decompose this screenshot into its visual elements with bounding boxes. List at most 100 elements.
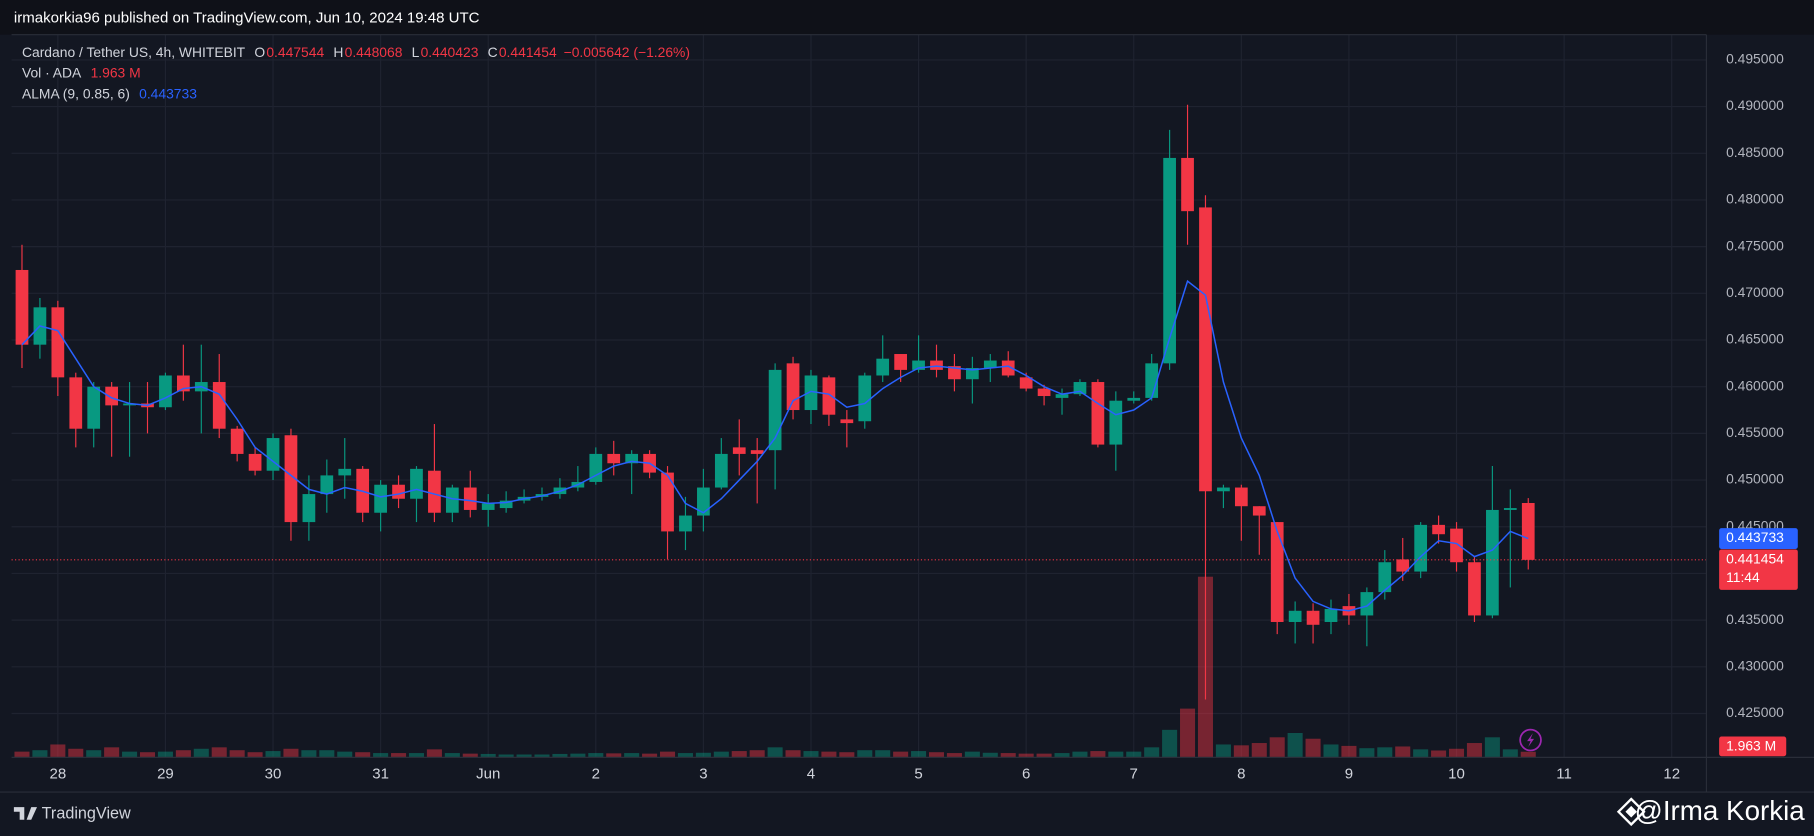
volume-bar (175, 750, 191, 758)
candle-body (1109, 400, 1123, 445)
legend-item: ALMA (9, 0.85, 6) (22, 85, 130, 101)
volume-bar (462, 753, 478, 758)
candle-body (1414, 524, 1428, 572)
candle-body (1378, 562, 1392, 593)
volume-bar (606, 753, 622, 758)
x-tick-label: 11 (1556, 766, 1572, 783)
volume-bar (839, 752, 855, 758)
volume-bar (803, 751, 819, 758)
legend-item: H (333, 44, 343, 60)
candle-body (697, 487, 710, 516)
y-tick-label: 0.425000 (1726, 704, 1784, 720)
volume-bar (713, 751, 729, 758)
candle-body (894, 354, 907, 370)
candle-body (15, 269, 29, 345)
plot-layer (11, 104, 1707, 700)
candle-body (750, 450, 764, 454)
candle-body (51, 307, 65, 378)
candle-body (1468, 562, 1481, 616)
volume-bar (157, 751, 173, 758)
volume-bar (964, 751, 980, 758)
y-tick-label: 0.460000 (1726, 377, 1784, 393)
volume-bar (247, 752, 263, 758)
volume-bar (301, 750, 317, 758)
volume-bar (355, 752, 371, 758)
y-tick-label: 0.430000 (1726, 657, 1784, 673)
volume-bar (319, 750, 335, 758)
volume-bar (1431, 750, 1447, 758)
volume-bar (1054, 753, 1070, 758)
volume-bar (391, 753, 407, 758)
volume-bar (749, 750, 765, 758)
candle-body (1252, 506, 1266, 516)
candle-body (1288, 610, 1302, 622)
x-tick-label: 28 (49, 766, 66, 783)
candle-body (786, 363, 800, 411)
volume-bar (928, 752, 945, 758)
volume-bar (498, 754, 514, 758)
candle-body (338, 468, 352, 476)
volume-bar (444, 753, 460, 758)
candle-body (212, 382, 226, 429)
candle-body (1019, 377, 1033, 389)
volume-bar (1251, 743, 1267, 758)
volume-bar (139, 752, 156, 758)
volume-bar (14, 751, 30, 758)
candle-body (714, 453, 728, 488)
candle-body (1001, 360, 1015, 376)
candle-body (930, 360, 943, 370)
volume-bar (1502, 749, 1518, 758)
legend-item: Vol · ADA (22, 65, 82, 81)
alma-line (21, 279, 1529, 612)
volume-bar (1090, 751, 1106, 758)
legend-item: −0.005642 (−1.26%) (564, 44, 690, 60)
volume-bar (534, 754, 550, 758)
legend-item: 0.440423 (421, 44, 479, 60)
brand-logo (13, 807, 38, 820)
legend-item: O (254, 44, 265, 60)
legend-item: 0.443733 (139, 85, 197, 101)
volume-bar (122, 751, 138, 758)
volume-axis-label: 1.963 M (1726, 738, 1776, 754)
candle-body (858, 375, 872, 422)
x-tick-label: 29 (157, 766, 174, 783)
candle-body (1450, 528, 1463, 563)
x-tick-label: 7 (1130, 766, 1138, 783)
candle-body (284, 435, 298, 523)
candle-body (822, 377, 836, 415)
candle-body (445, 487, 459, 513)
candle-body (1181, 157, 1194, 212)
volume-bar (480, 753, 496, 758)
volume-bar (104, 747, 120, 758)
volume-bar (695, 752, 711, 758)
y-tick-label: 0.435000 (1726, 611, 1784, 627)
candle-body (1306, 610, 1320, 625)
volume-bar (1018, 753, 1034, 758)
candle-body (499, 500, 513, 509)
alma-price-box (1719, 528, 1798, 549)
volume-bar (1341, 745, 1357, 758)
candle-body (679, 515, 692, 532)
x-tick-label: 3 (699, 766, 707, 783)
volume-bar (1000, 753, 1016, 758)
candle-body (87, 386, 101, 429)
volume-bar (1269, 737, 1285, 758)
header-bar (0, 0, 1814, 35)
volume-bar (642, 753, 658, 758)
x-tick-label: 10 (1448, 766, 1465, 783)
volume-box (1719, 736, 1787, 757)
candle-body (1199, 207, 1212, 492)
candle-body (966, 368, 979, 380)
candle-body (1127, 397, 1141, 401)
volume-bar (1413, 749, 1429, 758)
volume-bar (1215, 744, 1231, 758)
alert-icon[interactable] (1519, 728, 1542, 752)
volume-bar (1395, 746, 1411, 758)
grid (11, 34, 1707, 758)
candle-body (661, 472, 674, 532)
candle-body (1503, 508, 1517, 510)
candle-body (463, 487, 477, 510)
candle-body (1360, 592, 1374, 616)
volume-bar (373, 753, 389, 758)
